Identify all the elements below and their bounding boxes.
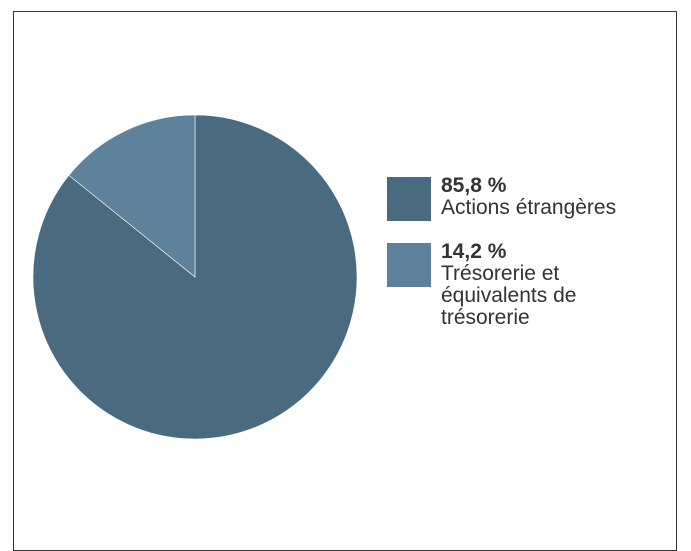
legend-text-foreign-equities: 85,8 % Actions étrangères (441, 175, 641, 219)
legend-item-foreign-equities: 85,8 % Actions étrangères (387, 175, 667, 221)
pie-chart (32, 114, 358, 440)
legend-item-cash: 14,2 % Trésorerie et équivalents de trés… (387, 241, 667, 329)
legend-text-cash: 14,2 % Trésorerie et équivalents de trés… (441, 241, 641, 329)
legend-swatch-foreign-equities (387, 177, 431, 221)
legend-label-cash: Trésorerie et équivalents de trésorerie (441, 262, 577, 329)
pie-slice-cash (68, 114, 196, 278)
legend: 85,8 % Actions étrangères 14,2 % Trésore… (387, 175, 667, 349)
legend-label-foreign-equities: Actions étrangères (441, 196, 617, 219)
legend-percent-cash: 14,2 % (441, 240, 507, 263)
legend-percent-foreign-equities: 85,8 % (441, 174, 507, 197)
legend-swatch-cash (387, 243, 431, 287)
